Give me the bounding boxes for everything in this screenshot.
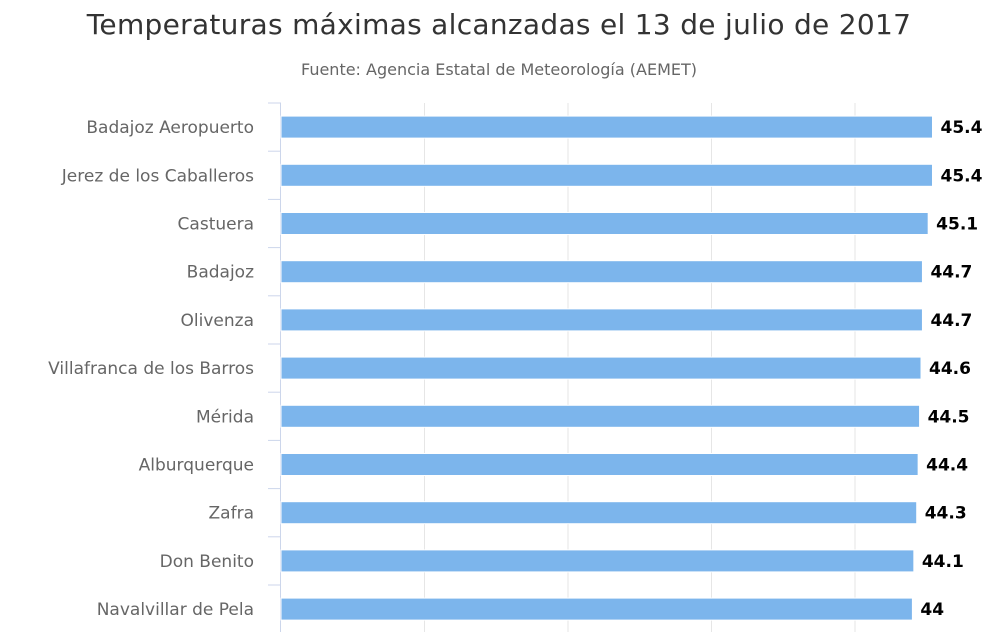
bar (280, 356, 922, 380)
data-label: 44.6 (929, 359, 971, 379)
bar (280, 163, 933, 187)
data-label: 44.4 (926, 456, 968, 476)
data-label: 44.5 (928, 407, 970, 427)
category-label: Villafranca de los Barros (48, 359, 254, 379)
bar (280, 597, 913, 621)
bar (280, 308, 923, 332)
bar (280, 212, 929, 235)
bar (280, 115, 933, 139)
bar (280, 549, 915, 573)
bar (280, 404, 921, 428)
data-label: 44.7 (930, 263, 972, 283)
category-label: Jerez de los Caballeros (61, 166, 254, 186)
category-label: Alburquerque (139, 456, 254, 476)
category-label: Olivenza (181, 311, 254, 331)
data-label: 45.4 (940, 118, 982, 138)
bar (280, 453, 919, 476)
data-label: 44.7 (930, 311, 972, 331)
chart-subtitle: Fuente: Agencia Estatal de Meteorología … (300, 60, 697, 79)
bar (280, 501, 918, 525)
category-label: Mérida (196, 407, 254, 427)
data-label: 44.3 (925, 504, 967, 524)
data-label: 45.1 (936, 215, 978, 235)
bar (280, 260, 923, 284)
category-label: Badajoz Aeropuerto (86, 118, 254, 138)
chart-title: Temperaturas máximas alcanzadas el 13 de… (86, 8, 912, 41)
category-label: Castuera (178, 215, 254, 235)
data-label: 44.1 (922, 552, 964, 572)
category-label: Navalvillar de Pela (97, 600, 254, 620)
data-label: 45.4 (940, 166, 982, 186)
category-label: Zafra (209, 504, 254, 524)
category-label: Badajoz (187, 263, 254, 283)
category-label: Don Benito (160, 552, 254, 572)
data-label: 44 (920, 600, 944, 620)
